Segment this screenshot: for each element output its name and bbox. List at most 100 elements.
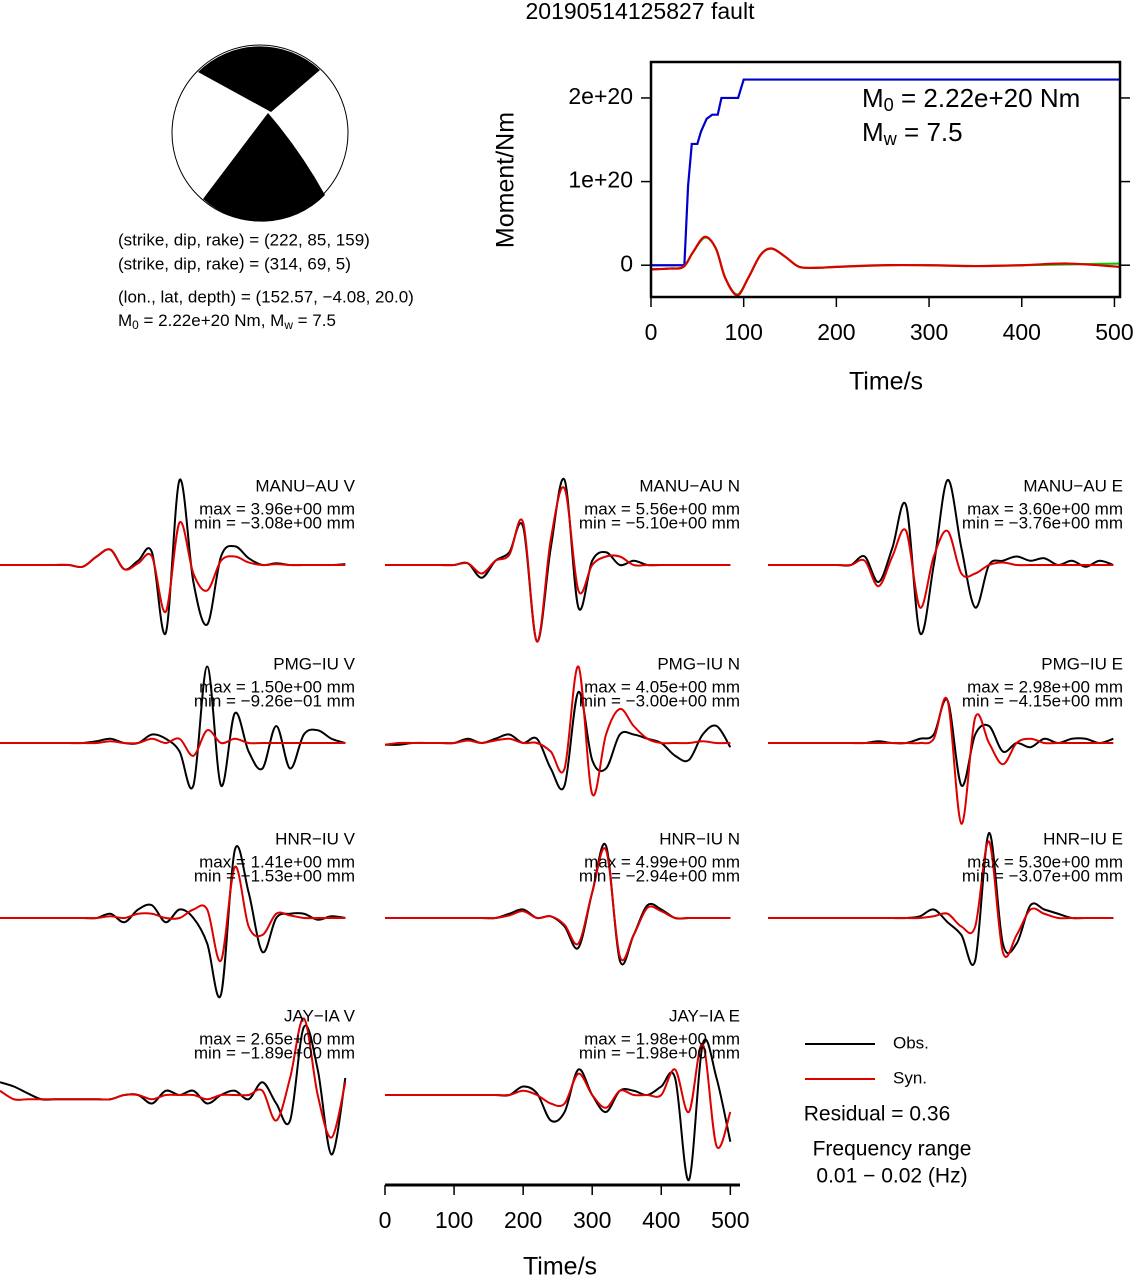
annotation: M0 = 2.22e+20 Nm: [862, 83, 1080, 115]
annotation-text: = 2.22e+20 Nm: [894, 83, 1080, 113]
info-line: (strike, dip, rake) = (222, 85, 159): [118, 230, 370, 249]
max-label: max = 2.65e+00 mm: [199, 1029, 355, 1048]
source-info: (strike, dip, rake) = (222, 85, 159) (st…: [118, 230, 414, 332]
min-label: min = −1.98e+00 mm: [579, 1043, 740, 1062]
min-label: min = −4.15e+00 mm: [962, 691, 1123, 710]
max-label: max = 5.30e+00 mm: [967, 852, 1123, 871]
moment-line: [650, 235, 1121, 297]
min-label: min = −2.94e+00 mm: [579, 866, 740, 885]
legend-label: Obs.: [893, 1033, 929, 1052]
max-label: max = 1.50e+00 mm: [199, 677, 355, 696]
x-tick-label: 200: [504, 1207, 542, 1233]
station-label: MANU−AU E: [1023, 476, 1123, 495]
min-label: min = −9.26e−01 mm: [194, 691, 355, 710]
info-text: = 2.22e+20 Nm, M: [139, 311, 285, 330]
x-tick-label: 0: [379, 1207, 392, 1233]
station-label: HNR−IU N: [659, 829, 740, 848]
annotation-sub: 0: [884, 95, 894, 115]
station-label: PMG−IU V: [273, 654, 355, 673]
x-tick-label: 100: [435, 1207, 473, 1233]
synthetic-trace: [384, 1042, 732, 1150]
max-label: max = 3.96e+00 mm: [199, 499, 355, 518]
max-label: max = 1.41e+00 mm: [199, 852, 355, 871]
info-sub: w: [283, 318, 293, 332]
max-label: max = 4.05e+00 mm: [584, 677, 740, 696]
x-tick-label: 100: [725, 319, 763, 345]
min-label: min = −3.07e+00 mm: [962, 866, 1123, 885]
beachball-compression: [198, 46, 320, 112]
plot-frame: [649, 60, 1122, 299]
max-label: max = 5.56e+00 mm: [584, 499, 740, 518]
info-text: M: [118, 311, 132, 330]
station-label: MANU−AU V: [255, 476, 355, 495]
x-tick-label: 200: [817, 319, 855, 345]
max-label: max = 1.98e+00 mm: [584, 1029, 740, 1048]
station-label: PMG−IU E: [1041, 654, 1123, 673]
max-label: max = 2.98e+00 mm: [967, 677, 1123, 696]
station-label: PMG−IU N: [657, 654, 740, 673]
min-label: min = −3.00e+00 mm: [579, 691, 740, 710]
synthetic-trace: [385, 847, 731, 962]
min-label: min = −5.10e+00 mm: [579, 513, 740, 532]
synthetic-trace: [0, 1017, 347, 1139]
synthetic-trace: [0, 521, 346, 613]
x-tick-label: 400: [642, 1207, 680, 1233]
beachball: [171, 44, 349, 222]
annotation-sub: w: [883, 129, 898, 149]
min-label: min = −3.08e+00 mm: [194, 513, 355, 532]
synthetic-trace: [0, 729, 346, 757]
y-axis-label: Moment/Nm: [492, 112, 520, 248]
frequency-range: 0.01 − 0.02 (Hz): [816, 1165, 967, 1188]
info-line: (lon., lat, depth) = (152.57, −4.08, 20.…: [118, 287, 414, 306]
min-label: min = −3.76e+00 mm: [962, 513, 1123, 532]
station-label: HNR−IU E: [1043, 829, 1123, 848]
x-tick-label: 500: [1095, 319, 1133, 345]
x-tick-label: 0: [645, 319, 658, 345]
annotation: Mw = 7.5: [862, 117, 963, 149]
min-label: min = −1.53e+00 mm: [194, 866, 355, 885]
x-tick-label: 500: [711, 1207, 749, 1233]
annotation-text: M: [862, 117, 884, 147]
moment-line: [651, 78, 1120, 267]
x-axis-label: Time/s: [849, 368, 923, 396]
max-label: max = 4.99e+00 mm: [584, 852, 740, 871]
x-axis-label: Time/s: [523, 1253, 597, 1281]
synthetic-trace: [384, 665, 731, 797]
station-label: JAY−IA V: [284, 1006, 356, 1025]
info-sub: 0: [132, 318, 139, 332]
max-label: max = 3.60e+00 mm: [967, 499, 1123, 518]
info-line: M0 = 2.22e+20 Nm, Mw = 7.5: [118, 311, 336, 332]
info-line: (strike, dip, rake) = (314, 69, 5): [118, 254, 351, 273]
min-label: min = −1.89e+00 mm: [194, 1043, 355, 1062]
info-text: = 7.5: [293, 311, 336, 330]
annotation-text: M: [862, 83, 884, 113]
y-tick-label: 1e+20: [568, 167, 633, 193]
station-label: HNR−IU V: [275, 829, 355, 848]
station-label: JAY−IA E: [669, 1006, 740, 1025]
y-tick-label: 0: [620, 250, 633, 276]
synthetic-trace: [767, 528, 1114, 609]
residual: Residual = 0.36: [804, 1103, 951, 1126]
synthetic-trace: [768, 696, 1114, 825]
frequency-title: Frequency range: [813, 1138, 972, 1161]
figure-title: 20190514125827 fault: [526, 0, 756, 24]
x-tick-label: 300: [910, 319, 948, 345]
x-tick-label: 300: [573, 1207, 611, 1233]
synthetic-trace: [768, 840, 1114, 958]
station-label: MANU−AU N: [639, 476, 740, 495]
annotation-text: = 7.5: [897, 117, 963, 147]
synthetic-trace: [0, 865, 346, 962]
beachball-compression: [203, 113, 325, 222]
